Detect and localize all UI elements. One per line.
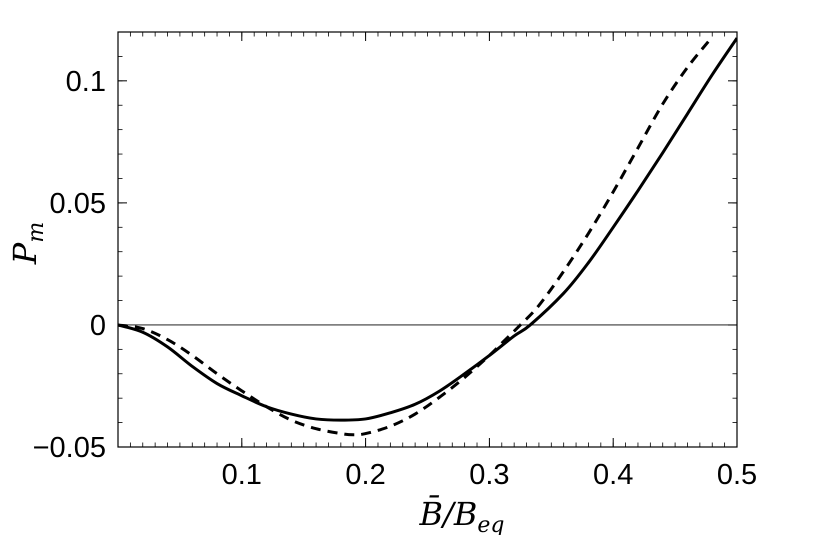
y-tick-label: 0.05	[50, 188, 106, 220]
series-layer	[118, 35, 737, 437]
major-ticks	[118, 32, 738, 448]
x-tick-labels: 0.1 0.2 0.3 0.4 0.5	[222, 459, 758, 491]
x-axis-label: B̄/Beq	[419, 495, 505, 535]
plot-frame	[117, 31, 738, 448]
y-tick-label: 0	[90, 310, 106, 342]
x-tick-label: 0.1	[222, 459, 262, 491]
x-tick-label: 0.4	[593, 459, 633, 491]
y-tick-label: −0.05	[33, 432, 106, 464]
x-axis-label-subscript: eq	[477, 513, 504, 535]
y-axis-label-subscript: m	[24, 222, 49, 243]
series-line-solid	[118, 37, 737, 422]
x-tick-label: 0.2	[345, 459, 385, 491]
x-tick-label: 0.5	[717, 459, 757, 491]
x-tick-label: 0.3	[469, 459, 509, 491]
y-tick-labels: −0.05 0 0.05 0.1	[33, 66, 106, 464]
minor-ticks	[117, 31, 738, 448]
y-tick-label: 0.1	[66, 66, 106, 98]
series-line-dashed	[118, 35, 714, 437]
y-axis-label: Pm	[6, 222, 49, 265]
